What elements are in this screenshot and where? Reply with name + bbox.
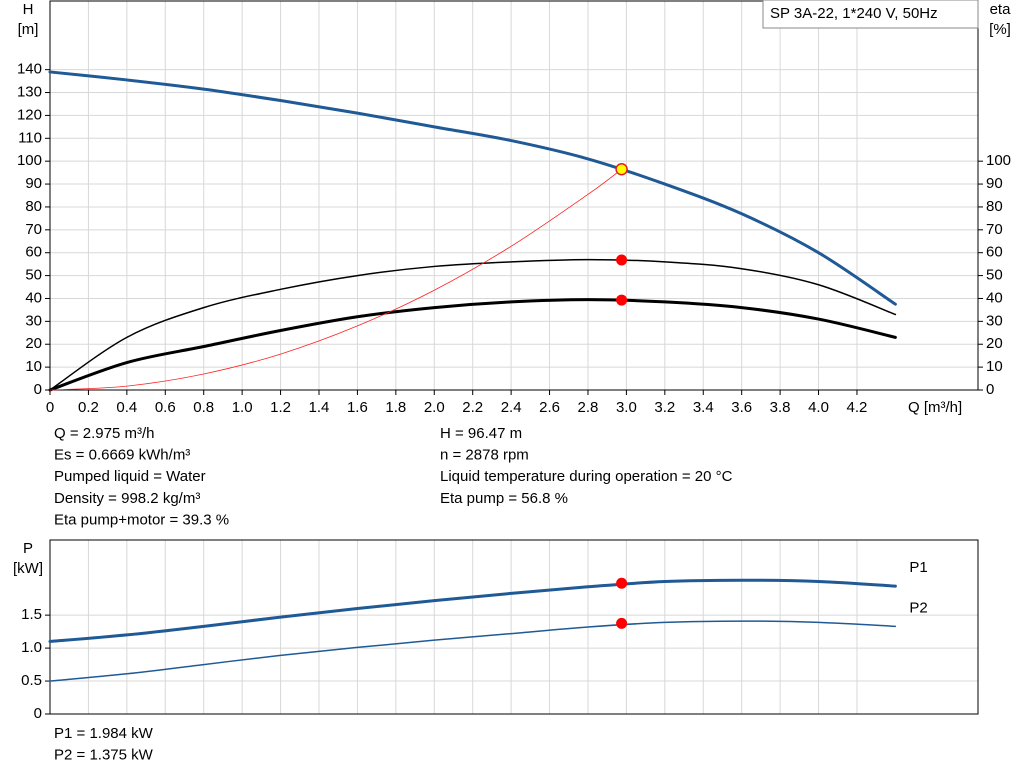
x-tick-label: 1.4 [309,399,330,416]
x-tick-label: 0.6 [155,399,176,416]
curve [48,70,897,306]
x-tick-label: 4.0 [808,399,829,416]
duty-point [616,254,628,266]
y-tick-label: 140 [17,61,42,78]
y2-tick-label: 70 [986,221,1003,238]
info-text: P1 = 1.984 kW [54,725,154,742]
y2-tick-label: 30 [986,312,1003,329]
info-text: Q = 2.975 m³/h [54,425,154,442]
x-tick-label: 1.2 [270,399,291,416]
y-tick-label: 0 [34,381,42,398]
x-tick-label: 2.2 [462,399,483,416]
y-axis-label: P [23,540,33,557]
duty-point [616,577,628,589]
y-tick-label: 110 [18,129,42,146]
x-tick-label: 1.6 [347,399,368,416]
y2-tick-label: 10 [986,358,1003,375]
y-tick-label: 100 [17,152,42,169]
x-tick-label: 3.4 [693,399,714,416]
duty-point [615,163,628,176]
y-tick-label: 80 [25,198,42,215]
x-tick-label: 1.8 [385,399,406,416]
curve [48,578,897,643]
info-text: H = 96.47 m [440,425,522,442]
x-tick-label: 0.2 [78,399,99,416]
title-box [762,0,979,29]
x-tick-label: 3.2 [654,399,675,416]
x-tick-label: 2.6 [539,399,560,416]
y2-axis-unit: [%] [989,21,1011,38]
info-text: Eta pump = 56.8 % [440,490,568,507]
y-tick-label: 20 [25,335,42,352]
y-tick-label: 130 [17,83,42,100]
x-tick-label: 1.0 [232,399,253,416]
x-tick-label: 3.0 [616,399,637,416]
y-tick-label: 0 [34,705,42,722]
duty-point [616,617,628,629]
x-tick-label: 0.8 [193,399,214,416]
x-tick-label: 3.6 [731,399,752,416]
info-text: Eta pump+motor = 39.3 % [54,511,229,528]
x-tick-label: 2.8 [578,399,599,416]
y2-tick-label: 80 [986,198,1003,215]
y-tick-label: 40 [25,289,42,306]
x-tick-label: 4.2 [847,399,868,416]
series-label: P1 [909,559,927,576]
y2-tick-label: 40 [986,289,1003,306]
curve [48,298,897,392]
info-text: P2 = 1.375 kW [54,747,154,764]
y-tick-label: 70 [25,221,42,238]
y-axis-label: H [23,1,34,18]
y-axis-unit: [kW] [13,560,43,577]
plot-frame [49,0,979,391]
x-tick-label: 0 [46,399,54,416]
x-tick-label: 0.4 [116,399,137,416]
chart-title: SP 3A-22, 1*240 V, 50Hz [770,5,938,22]
y-tick-label: 30 [25,312,42,329]
x-axis-label: Q [m³/h] [908,399,962,416]
y2-tick-label: 20 [986,335,1003,352]
series-label: P2 [909,599,927,616]
duty-point [616,294,628,306]
y-tick-label: 1.5 [21,606,42,623]
curve [49,168,622,391]
y2-tick-label: 0 [986,381,994,398]
y-tick-label: 10 [25,358,42,375]
info-text: Es = 0.6669 kWh/m³ [54,447,190,464]
x-tick-label: 2.0 [424,399,445,416]
x-tick-label: 3.8 [770,399,791,416]
plot-frame [49,539,979,715]
curve [49,258,897,391]
y-tick-label: 60 [25,244,42,261]
info-text: Density = 998.2 kg/m³ [54,490,200,507]
info-text: Liquid temperature during operation = 20… [440,468,733,485]
y2-tick-label: 50 [986,267,1003,284]
y-tick-label: 0.5 [21,672,42,689]
curve [49,620,897,682]
y-tick-label: 90 [25,175,42,192]
x-tick-label: 2.4 [501,399,522,416]
y-tick-label: 50 [25,267,42,284]
y2-tick-label: 100 [986,152,1011,169]
y2-tick-label: 60 [986,244,1003,261]
y-tick-label: 1.0 [21,639,42,656]
info-text: n = 2878 rpm [440,447,529,464]
info-text: Pumped liquid = Water [54,468,206,485]
y-axis-unit: [m] [18,21,39,38]
y2-axis-label: eta [990,1,1012,18]
y-tick-label: 120 [17,106,42,123]
y2-tick-label: 90 [986,175,1003,192]
